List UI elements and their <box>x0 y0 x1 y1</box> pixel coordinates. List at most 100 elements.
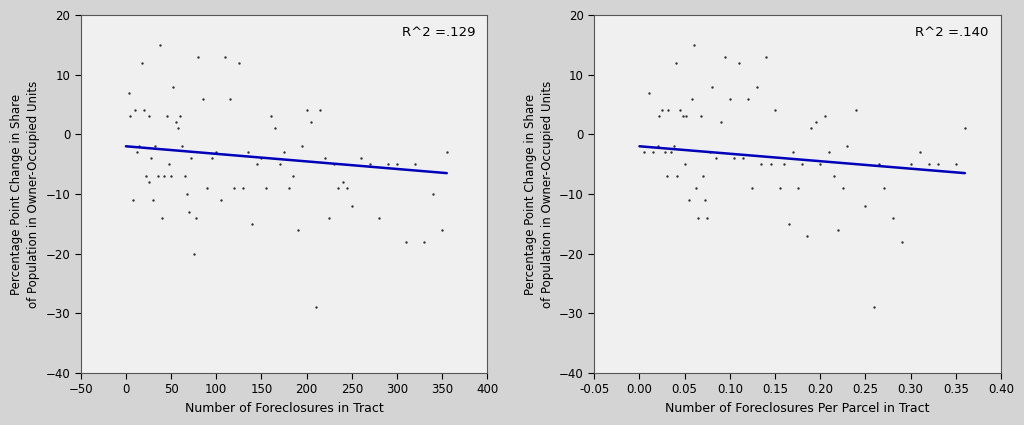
Point <box>685 41 701 48</box>
Point <box>876 184 892 191</box>
Point <box>893 238 909 245</box>
Point <box>183 155 200 162</box>
Point <box>713 119 729 126</box>
Point <box>687 184 703 191</box>
Point <box>690 215 707 221</box>
Point <box>330 184 346 191</box>
Point <box>245 221 261 227</box>
Point <box>425 191 441 198</box>
Point <box>670 173 686 179</box>
Point <box>767 107 783 114</box>
Point <box>294 143 310 150</box>
Point <box>930 161 946 167</box>
Point <box>213 197 229 204</box>
Point <box>344 203 360 210</box>
Point <box>749 83 765 90</box>
Point <box>316 155 333 162</box>
Point <box>339 184 355 191</box>
Point <box>816 113 833 120</box>
Y-axis label: Percentage Point Change in Share
of Population in Owner-Occupied Units: Percentage Point Change in Share of Popu… <box>523 80 554 308</box>
Point <box>434 227 451 233</box>
Point <box>140 178 157 185</box>
Point <box>762 161 778 167</box>
Point <box>352 155 369 162</box>
Point <box>675 113 691 120</box>
Point <box>722 95 738 102</box>
Point <box>326 161 342 167</box>
Point <box>303 119 319 126</box>
Point <box>645 149 662 156</box>
Point <box>129 149 145 156</box>
Point <box>380 161 396 167</box>
Point <box>389 161 406 167</box>
Point <box>258 184 274 191</box>
Point <box>785 149 802 156</box>
Point <box>159 113 175 120</box>
Point <box>640 89 656 96</box>
Point <box>885 215 901 221</box>
Point <box>726 155 742 162</box>
Point <box>701 149 718 156</box>
Point <box>808 119 824 126</box>
Point <box>236 184 252 191</box>
Point <box>153 41 169 48</box>
Point <box>217 54 233 60</box>
Point <box>947 161 964 167</box>
Point <box>825 173 842 179</box>
Point <box>136 107 153 114</box>
Point <box>131 143 147 150</box>
Point <box>663 149 679 156</box>
Point <box>134 60 151 66</box>
Point <box>208 149 224 156</box>
Point <box>298 107 314 114</box>
Point <box>956 125 973 132</box>
Point <box>438 149 455 156</box>
Point <box>125 197 141 204</box>
Point <box>848 107 864 114</box>
Point <box>739 95 756 102</box>
Point <box>221 95 238 102</box>
Point <box>230 60 247 66</box>
Point <box>140 113 157 120</box>
Point <box>771 184 787 191</box>
Point <box>416 238 432 245</box>
Point <box>172 113 188 120</box>
Point <box>146 143 163 150</box>
Point <box>285 173 301 179</box>
Point <box>678 113 694 120</box>
Text: R^2 =.129: R^2 =.129 <box>401 26 475 39</box>
X-axis label: Number of Foreclosures Per Parcel in Tract: Number of Foreclosures Per Parcel in Tra… <box>666 402 930 415</box>
Point <box>249 161 265 167</box>
Point <box>262 113 279 120</box>
Point <box>137 173 154 179</box>
Point <box>154 215 170 221</box>
Point <box>780 221 797 227</box>
Point <box>709 155 725 162</box>
Point <box>253 155 269 162</box>
Point <box>161 161 177 167</box>
Point <box>758 54 774 60</box>
Point <box>668 60 684 66</box>
Point <box>163 173 179 179</box>
Point <box>735 155 752 162</box>
Point <box>170 125 186 132</box>
X-axis label: Number of Foreclosures in Tract: Number of Foreclosures in Tract <box>184 402 383 415</box>
Point <box>921 161 937 167</box>
Point <box>322 215 338 221</box>
Point <box>803 125 819 132</box>
Point <box>312 107 329 114</box>
Point <box>185 250 202 257</box>
Point <box>267 125 284 132</box>
Point <box>290 227 306 233</box>
Point <box>790 184 806 191</box>
Point <box>226 184 243 191</box>
Point <box>127 107 143 114</box>
Y-axis label: Percentage Point Change in Share
of Population in Owner-Occupied Units: Percentage Point Change in Share of Popu… <box>10 80 40 308</box>
Point <box>911 149 928 156</box>
Point <box>240 149 256 156</box>
Point <box>699 215 716 221</box>
Point <box>666 143 682 150</box>
Point <box>188 215 205 221</box>
Point <box>776 161 793 167</box>
Point <box>835 184 851 191</box>
